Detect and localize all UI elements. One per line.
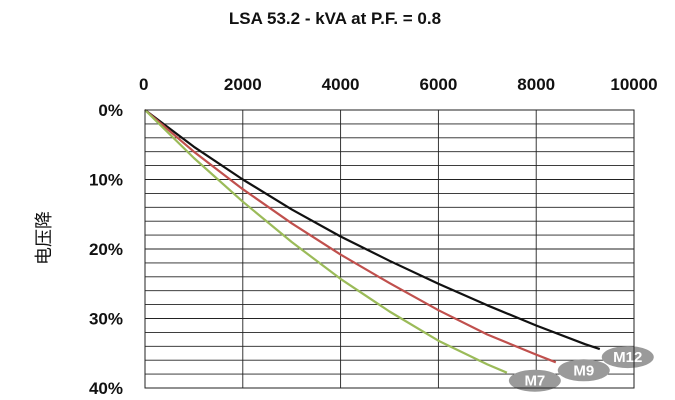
series-lines (144, 109, 601, 374)
series-badge-m7 (508, 369, 561, 392)
grid (145, 110, 634, 388)
x-tick-label: 6000 (419, 75, 457, 94)
y-tick-labels: 0% 10% 20% 30% 40% (89, 101, 123, 398)
series-line-m7 (144, 109, 508, 374)
series-badge-m12 (601, 346, 654, 369)
y-tick-label: 40% (89, 379, 123, 398)
series-label-m12: M12 (613, 349, 642, 366)
plot-frame (144, 109, 635, 389)
x-tick-label: 2000 (224, 75, 262, 94)
series-badge-m9 (557, 359, 610, 382)
series-label-m7: M7 (524, 373, 545, 390)
x-tick-label: 4000 (322, 75, 360, 94)
series-line-m9 (144, 109, 557, 364)
y-tick-label: 20% (89, 240, 123, 259)
x-tick-labels: 0 2000 4000 6000 8000 10000 (139, 75, 658, 94)
y-tick-label: 10% (89, 171, 123, 190)
series-label-m9: M9 (573, 362, 594, 379)
y-tick-label: 0% (98, 101, 123, 120)
chart-title: LSA 53.2 - kVA at P.F. = 0.8 (229, 9, 441, 28)
series-line-m12 (144, 109, 601, 351)
series-badges: M12 M9 M7 (508, 346, 654, 392)
x-tick-label: 0 (139, 75, 148, 94)
x-tick-label: 8000 (517, 75, 555, 94)
y-axis-label: 电压降 (34, 211, 55, 265)
y-tick-label: 30% (89, 310, 123, 329)
x-tick-label: 10000 (610, 75, 657, 94)
